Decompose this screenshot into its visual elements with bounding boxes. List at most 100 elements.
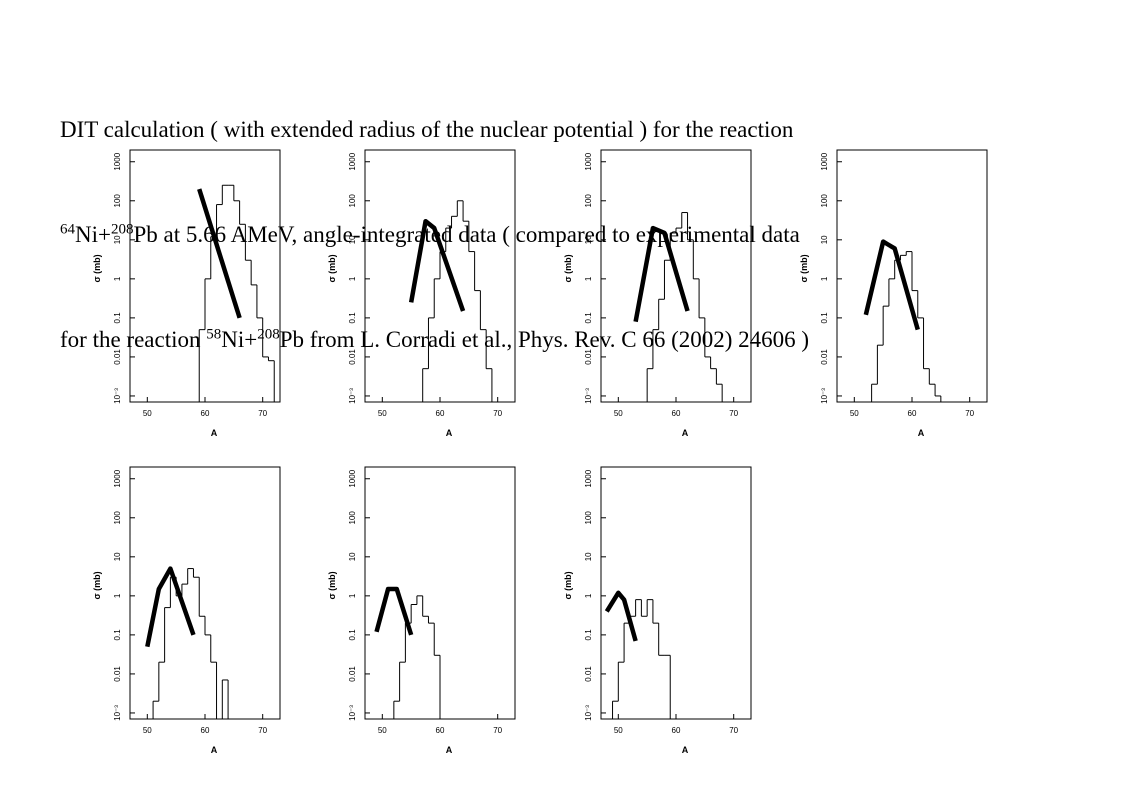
x-tick-label: 50 [378,409,387,418]
x-tick-label: 60 [908,409,917,418]
y-tick-label: 0.1 [348,312,357,324]
x-tick-label: 60 [201,726,210,735]
y-axis-label: σ (mb) [563,571,573,599]
y-axis-label: σ (mb) [327,254,337,282]
x-axis-label: A [446,428,453,438]
data-line [145,566,196,648]
x-tick-label: 70 [965,409,974,418]
y-tick-label: 1 [584,593,593,598]
y-tick-label: 100 [113,194,122,208]
y-tick-label: 0.01 [348,349,357,365]
y-tick-label: 0.01 [584,666,593,682]
y-tick-label: 10⁻³ [820,388,829,404]
y-tick-label: 10 [113,235,122,244]
x-tick-label: 60 [672,409,681,418]
x-tick-label: 50 [378,726,387,735]
y-tick-label: 1 [584,276,593,281]
y-tick-label: 100 [113,511,122,525]
plot-frame [129,149,281,403]
chart: 10⁻³ 0.01 0.1 1 10 100 1000 50 60 70 Aσ (mb) [327,149,516,438]
x-tick-label: 50 [850,409,859,418]
x-axis-label: A [682,745,689,755]
x-tick-label: 70 [493,409,502,418]
y-tick-label: 1 [113,593,122,598]
chart: 10⁻³ 0.01 0.1 1 10 100 1000 50 60 70 Aσ (mb) [799,149,988,438]
x-tick-label: 60 [436,409,445,418]
plot-frame [600,466,752,720]
y-tick-label: 0.01 [113,666,122,682]
y-tick-label: 10⁻³ [113,705,122,721]
y-tick-label: 1000 [348,469,357,487]
x-axis-label: A [682,428,689,438]
y-axis-label: σ (mb) [563,254,573,282]
x-tick-label: 60 [201,409,210,418]
y-tick-label: 0.1 [348,629,357,641]
chart: 10⁻³ 0.01 0.1 1 10 100 1000 50 60 70 Aσ (mb) [563,149,752,438]
data-line [374,586,414,636]
y-tick-label: 0.1 [820,312,829,324]
x-axis-label: A [211,745,218,755]
y-tick-label: 0.01 [348,666,357,682]
x-tick-label: 70 [493,726,502,735]
y-tick-label: 100 [584,194,593,208]
y-tick-label: 10⁻³ [113,388,122,404]
heading-sup: 58 [206,326,222,343]
data-line [633,225,690,323]
y-tick-label: 10 [584,552,593,561]
heading-sup: 208 [110,221,134,238]
y-tick-label: 1 [348,593,357,598]
data-line [863,239,920,331]
y-tick-label: 1 [113,276,122,281]
y-axis-label: σ (mb) [327,571,337,599]
x-tick-label: 50 [143,409,152,418]
y-tick-label: 10⁻³ [348,388,357,404]
y-tick-label: 1000 [584,469,593,487]
x-tick-label: 70 [729,726,738,735]
y-tick-label: 10⁻³ [584,705,593,721]
y-tick-label: 100 [348,511,357,525]
heading-line: 64Ni+208Pb at 5.66 AMeV, angle-integrate… [60,217,809,252]
chart: 10⁻³ 0.01 0.1 1 10 100 1000 50 60 70 Aσ (mb) [92,466,281,755]
x-tick-label: 60 [672,726,681,735]
y-tick-label: 10 [113,552,122,561]
y-tick-label: 10⁻³ [584,388,593,404]
y-tick-label: 0.1 [584,629,593,641]
y-tick-label: 0.01 [113,349,122,365]
heading-text: for the reaction [60,327,207,352]
heading-text: Pb at 5.66 AMeV, angle-integrated data (… [133,222,800,247]
x-axis-label: A [446,745,453,755]
data-line [197,188,242,319]
x-axis-label: A [918,428,925,438]
y-tick-label: 1000 [584,152,593,170]
y-tick-label: 10⁻³ [348,705,357,721]
x-tick-label: 70 [258,726,267,735]
y-axis-label: σ (mb) [92,571,102,599]
y-tick-label: 1 [348,276,357,281]
heading-line: DIT calculation ( with extended radius o… [60,112,809,147]
y-tick-label: 0.01 [820,349,829,365]
data-line [408,218,466,312]
x-tick-label: 70 [729,409,738,418]
y-tick-label: 100 [348,194,357,208]
heading-text: Ni+ [75,222,111,247]
y-tick-label: 1000 [113,469,122,487]
x-tick-label: 50 [143,726,152,735]
y-tick-label: 0.01 [584,349,593,365]
y-tick-label: 0.1 [113,629,122,641]
heading-sup: 64 [60,221,75,238]
y-tick-label: 10 [348,552,357,561]
x-tick-label: 50 [614,726,623,735]
y-tick-label: 1 [820,276,829,281]
plot-frame [129,466,281,720]
y-tick-label: 0.1 [113,312,122,324]
y-tick-label: 1000 [113,152,122,170]
chart: 10⁻³ 0.01 0.1 1 10 100 1000 50 60 70 Aσ (mb) [92,149,281,438]
y-tick-label: 10 [584,235,593,244]
chart: 10⁻³ 0.01 0.1 1 10 100 1000 50 60 70 Aσ (mb) [327,466,516,755]
x-tick-label: 70 [258,409,267,418]
heading-text: Ni+ [221,327,258,352]
y-tick-label: 10 [348,235,357,244]
y-tick-label: 0.1 [584,312,593,324]
y-axis-label: σ (mb) [92,254,102,282]
